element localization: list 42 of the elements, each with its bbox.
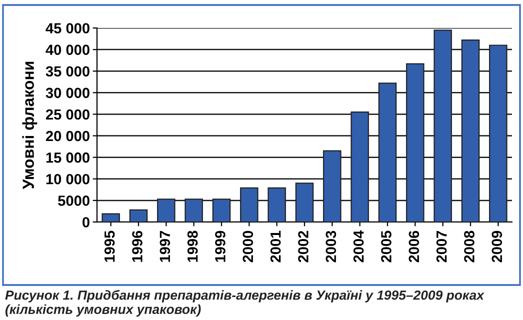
x-tick-label: 1997: [160, 230, 170, 262]
bar: [406, 63, 424, 222]
y-tick-label: 25 000: [46, 109, 90, 120]
bar: [268, 187, 286, 222]
text: Рисунок 1. Придбання препаратів-алергенів в Україні у 1995–2009 роках (кількість умовних упаковок): [5, 290, 484, 317]
x-tick-label: 2005: [381, 230, 392, 262]
y-tick-label: 0: [82, 217, 90, 228]
y-tick-label: 5000: [58, 196, 90, 206]
x-tick-label: 1995: [104, 230, 115, 262]
x-tick-label: 2009: [492, 230, 502, 262]
bar: [102, 213, 120, 222]
y-tick-label: 15 000: [46, 152, 90, 163]
y-axis-title: Умовні флакони: [22, 62, 38, 190]
x-tick-label: 2002: [298, 230, 308, 262]
bar: [323, 150, 342, 222]
bar: [434, 30, 452, 222]
x-tick-label: 2004: [353, 230, 364, 262]
y-tick-label: 45 000: [46, 23, 90, 34]
y-tick-label: 40 000: [46, 44, 90, 55]
bar: [212, 198, 231, 222]
bar: [240, 187, 258, 222]
y-tick-label: 20 000: [46, 130, 90, 142]
y-tick-label: 10 000: [46, 174, 90, 184]
bar: [129, 209, 148, 222]
bar: [378, 82, 397, 222]
y-tick-label: 30 000: [46, 88, 90, 98]
x-tick-label: 2006: [408, 230, 420, 262]
bar: [157, 198, 176, 222]
x-tick-label: 2003: [326, 230, 336, 262]
x-tick-label: 2008: [464, 230, 474, 262]
x-tick-label: 2001: [270, 230, 281, 262]
bar: [295, 182, 314, 222]
bar: [350, 112, 369, 222]
x-tick-label: 2007: [436, 230, 447, 262]
bar: [461, 40, 480, 222]
x-tick-label: 2000: [242, 230, 254, 262]
x-tick-label: 1998: [187, 230, 198, 262]
x-tick-label: 1999: [215, 230, 226, 262]
bar: [489, 44, 508, 222]
bar: [184, 198, 203, 222]
x-tick-label: 1996: [132, 230, 142, 262]
y-tick-label: 35 000: [46, 66, 90, 77]
